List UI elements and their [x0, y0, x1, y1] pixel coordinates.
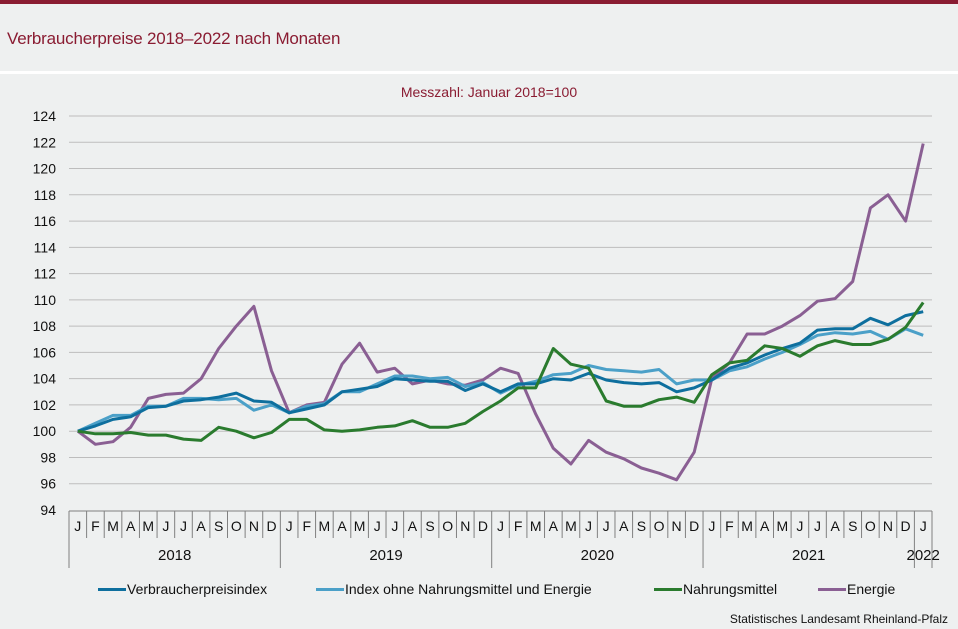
y-tick-label: 96: [40, 476, 56, 492]
month-label: J: [497, 518, 504, 534]
month-label: A: [126, 518, 136, 534]
month-label: D: [689, 518, 699, 534]
month-label: J: [603, 518, 610, 534]
month-label: M: [776, 518, 788, 534]
y-tick-label: 120: [33, 161, 57, 177]
legend-label: Index ohne Nahrungsmittel und Energie: [345, 581, 592, 597]
month-label: J: [920, 518, 927, 534]
chart-panel: [0, 74, 958, 629]
month-label: D: [266, 518, 276, 534]
month-label: J: [374, 518, 381, 534]
month-label: A: [760, 518, 770, 534]
month-label: O: [231, 518, 242, 534]
legend-swatch: [818, 587, 846, 591]
month-label: J: [180, 518, 187, 534]
y-tick-label: 104: [33, 371, 57, 387]
series-line-energie: [76, 143, 925, 482]
month-label: N: [249, 518, 259, 534]
month-label: S: [425, 518, 434, 534]
month-label: J: [286, 518, 293, 534]
y-tick-label: 98: [40, 449, 56, 465]
legend-item-energie: Energie: [818, 581, 895, 597]
month-label: A: [830, 518, 840, 534]
month-label: M: [142, 518, 154, 534]
legend-item-index-ohne: Index ohne Nahrungsmittel und Energie: [316, 581, 592, 597]
year-label: 2018: [158, 547, 191, 564]
month-label: J: [585, 518, 592, 534]
legend-item-nahrungsmittel: Nahrungsmittel: [654, 581, 777, 597]
y-axis: 94 96 98 100 102 104 106 108 110 112 114 116 118 120 1…: [33, 108, 57, 518]
month-label: J: [796, 518, 803, 534]
month-label: J: [708, 518, 715, 534]
series-lines: [76, 143, 925, 482]
month-label: J: [391, 518, 398, 534]
page-title: Verbraucherpreise 2018–2022 nach Monaten: [7, 29, 341, 48]
y-tick-label: 116: [34, 213, 57, 229]
legend: Verbraucherpreisindex Index ohne Nahrung…: [0, 581, 958, 601]
month-label: D: [901, 518, 911, 534]
y-tick-label: 112: [34, 266, 57, 282]
month-label: O: [442, 518, 453, 534]
y-tick-label: 94: [40, 502, 56, 518]
month-label: F: [725, 518, 734, 534]
header: Verbraucherpreise 2018–2022 nach Monaten: [0, 4, 958, 71]
year-label: 2020: [581, 547, 614, 564]
year-label: 2021: [792, 547, 825, 564]
legend-label: Verbraucherpreisindex: [127, 581, 268, 597]
month-label: O: [654, 518, 665, 534]
series-line-nahrungsmittel: [77, 301, 925, 442]
y-tick-label: 100: [33, 423, 57, 439]
y-tick-label: 122: [33, 134, 57, 150]
month-label: A: [408, 518, 418, 534]
month-label: M: [319, 518, 331, 534]
month-label: F: [514, 518, 523, 534]
month-label: O: [865, 518, 876, 534]
y-tick-label: 124: [33, 108, 57, 124]
top-accent-bar: [0, 0, 958, 4]
month-label: F: [302, 518, 311, 534]
legend-swatch: [654, 587, 682, 591]
y-tick-label: 110: [34, 292, 57, 308]
month-label: A: [337, 518, 347, 534]
y-tick-label: 108: [33, 318, 57, 334]
month-label: M: [565, 518, 577, 534]
month-label: M: [107, 518, 119, 534]
month-label: A: [619, 518, 629, 534]
month-label: N: [460, 518, 470, 534]
month-label: M: [354, 518, 366, 534]
y-tick-label: 106: [33, 344, 57, 360]
year-label: 2019: [369, 547, 402, 564]
month-label: S: [637, 518, 646, 534]
chart-subtitle: Messzahl: Januar 2018=100: [400, 84, 578, 100]
month-label: M: [530, 518, 542, 534]
legend-item-verbraucherpreisindex: Verbraucherpreisindex: [98, 581, 267, 597]
y-tick-label: 102: [33, 397, 57, 413]
month-label: A: [549, 518, 559, 534]
month-label: F: [91, 518, 100, 534]
month-label: D: [478, 518, 488, 534]
y-tick-label: 118: [34, 187, 57, 203]
month-label: J: [74, 518, 81, 534]
month-label: M: [741, 518, 753, 534]
month-label: S: [848, 518, 857, 534]
month-label: J: [814, 518, 821, 534]
year-label: 2022: [907, 547, 940, 564]
legend-label: Nahrungsmittel: [683, 581, 778, 597]
y-tick-label: 114: [34, 239, 57, 255]
month-label: A: [196, 518, 206, 534]
source-note: Statistisches Landesamt Rheinland-Pfalz: [729, 612, 948, 626]
month-label: S: [214, 518, 223, 534]
month-label: N: [883, 518, 893, 534]
legend-swatch: [316, 587, 344, 591]
gridlines: [69, 115, 932, 485]
legend-swatch: [98, 587, 126, 591]
month-label: J: [162, 518, 169, 534]
legend-label: Energie: [847, 581, 896, 597]
month-label: N: [672, 518, 682, 534]
